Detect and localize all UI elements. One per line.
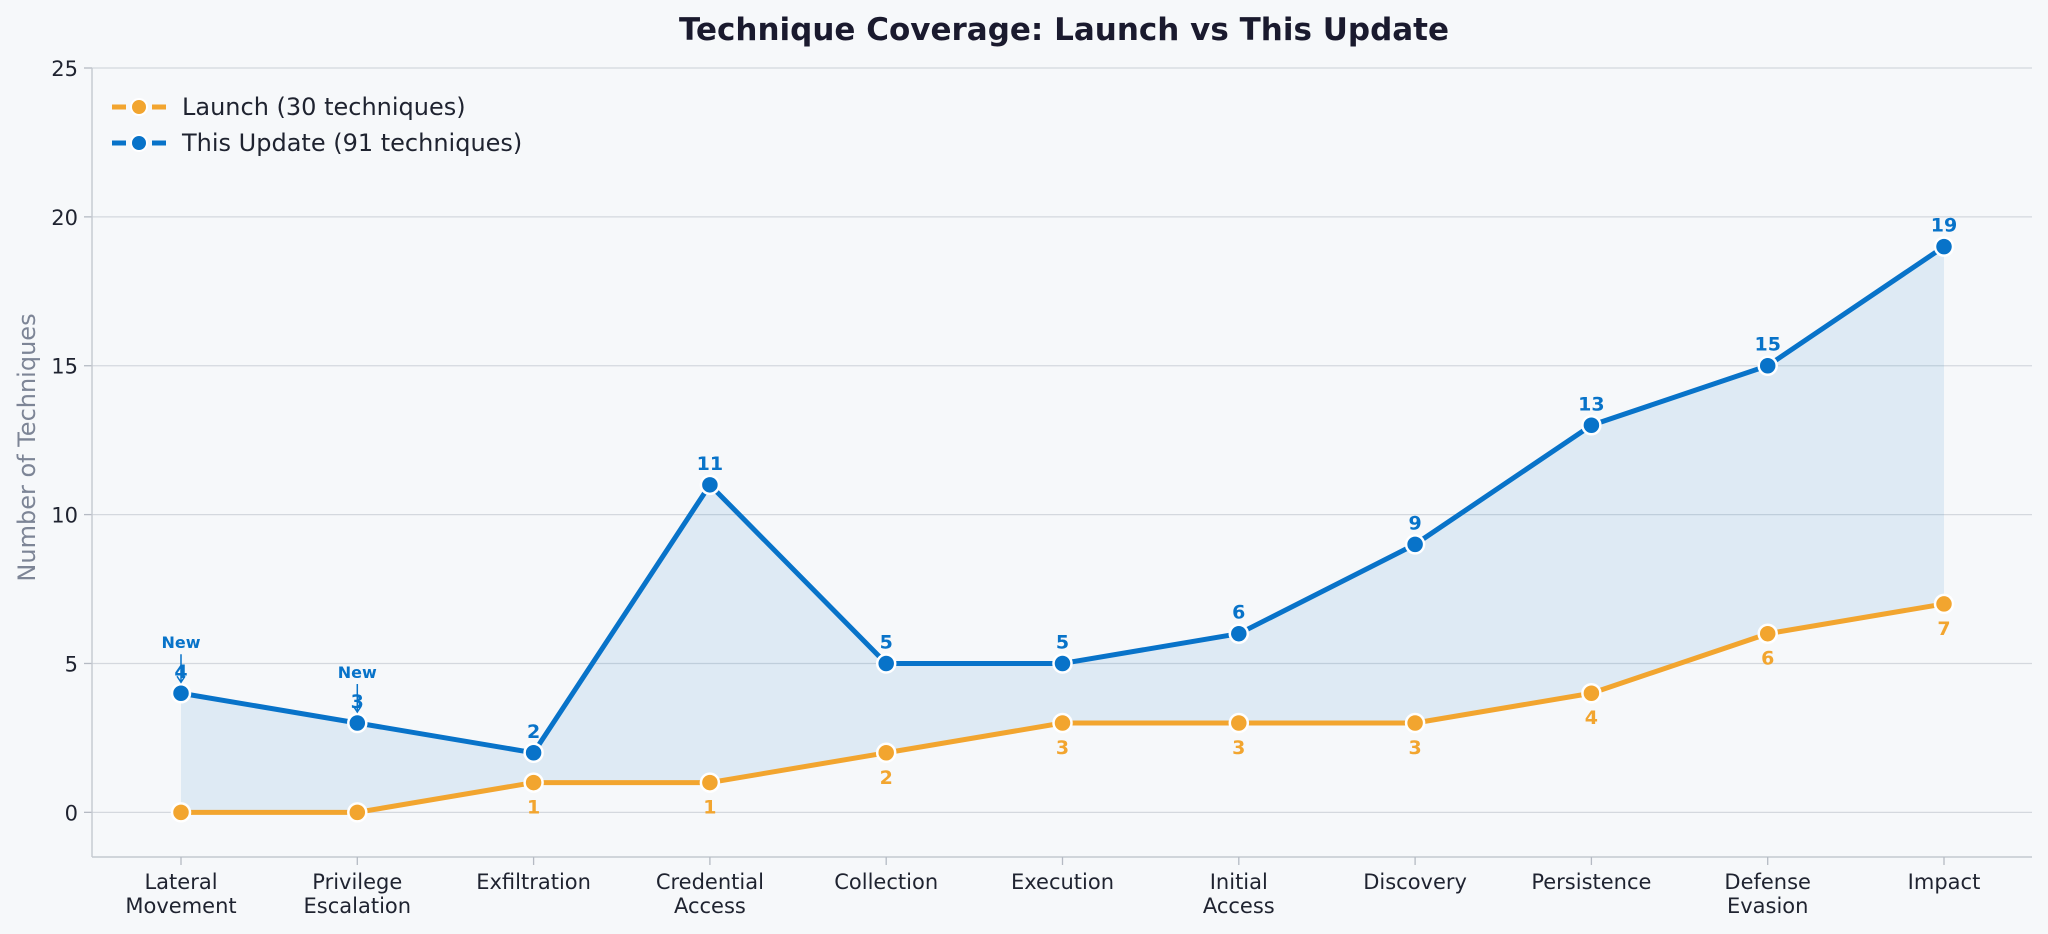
data-point: [1404, 712, 1426, 734]
data-label: 2: [527, 721, 540, 743]
annotation-arrowhead: [176, 675, 186, 684]
data-label: 19: [1931, 215, 1957, 237]
y-tick-label: 15: [51, 355, 78, 379]
data-label: 13: [1578, 393, 1604, 415]
x-tick-label: Initial Access: [1203, 870, 1275, 918]
chart-title: Technique Coverage: Launch vs This Updat…: [679, 12, 1449, 48]
data-point: [699, 772, 721, 793]
legend-entry: Launch (30 techniques): [182, 93, 466, 121]
legend-marker: [130, 134, 148, 152]
y-tick-label: 10: [51, 504, 78, 528]
data-point: [1052, 653, 1073, 674]
data-label: 6: [1232, 602, 1245, 624]
data-label: 4: [1585, 707, 1598, 729]
data-label: 5: [1056, 631, 1069, 653]
x-tick-label: Discovery: [1363, 870, 1467, 894]
data-point: [170, 682, 192, 704]
data-point: [347, 712, 368, 734]
data-point: [1581, 682, 1602, 704]
x-tick-label: Privilege Escalation: [304, 870, 412, 918]
x-tick-label: Defense Evasion: [1724, 870, 1811, 918]
data-point: [699, 474, 721, 496]
data-label: 3: [1408, 737, 1421, 759]
data-point: [1052, 712, 1073, 734]
y-tick-label: 25: [51, 57, 78, 81]
data-point: [875, 742, 897, 764]
annotation-new: New: [161, 633, 200, 652]
annotation-new: New: [338, 663, 377, 682]
data-point: [1228, 623, 1250, 644]
data-label: 2: [880, 767, 893, 789]
data-point: [1581, 415, 1602, 436]
x-tick-label: Execution: [1011, 870, 1114, 894]
data-point: [1933, 593, 1955, 615]
y-tick-label: 5: [65, 652, 78, 676]
x-tick-label: Exfiltration: [476, 870, 591, 894]
y-tick-label: 0: [65, 801, 78, 825]
data-label: 1: [703, 797, 716, 819]
x-tick-label: Persistence: [1531, 870, 1651, 894]
legend-marker: [130, 98, 148, 116]
legend-entry: This Update (91 techniques): [181, 129, 522, 157]
x-tick-label: Credential Access: [656, 870, 764, 918]
data-label: 3: [1232, 737, 1245, 759]
data-label: 3: [1056, 737, 1069, 759]
data-point: [1757, 355, 1778, 376]
annotation-arrowhead: [352, 705, 362, 714]
data-label: 11: [697, 453, 723, 475]
data-point: [875, 653, 897, 674]
data-point: [347, 802, 368, 823]
data-point: [1228, 712, 1250, 734]
data-point: [1933, 236, 1955, 257]
y-axis-label: Number of Techniques: [13, 313, 41, 581]
y-tick-label: 20: [51, 206, 78, 230]
x-tick-label: Collection: [834, 870, 938, 894]
data-point: [1757, 623, 1778, 644]
data-label: 7: [1937, 618, 1950, 640]
data-point: [170, 802, 192, 823]
data-label: 5: [880, 631, 893, 653]
data-point: [523, 742, 544, 764]
data-label: 6: [1761, 648, 1774, 670]
data-point: [523, 772, 544, 793]
data-point: [1404, 534, 1426, 555]
data-label: 9: [1408, 512, 1421, 534]
data-label: 1: [527, 797, 540, 819]
data-label: 15: [1754, 334, 1780, 356]
fill-between-area: [181, 246, 1944, 813]
x-tick-label: Impact: [1908, 870, 1981, 894]
x-tick-label: Lateral Movement: [125, 870, 236, 918]
